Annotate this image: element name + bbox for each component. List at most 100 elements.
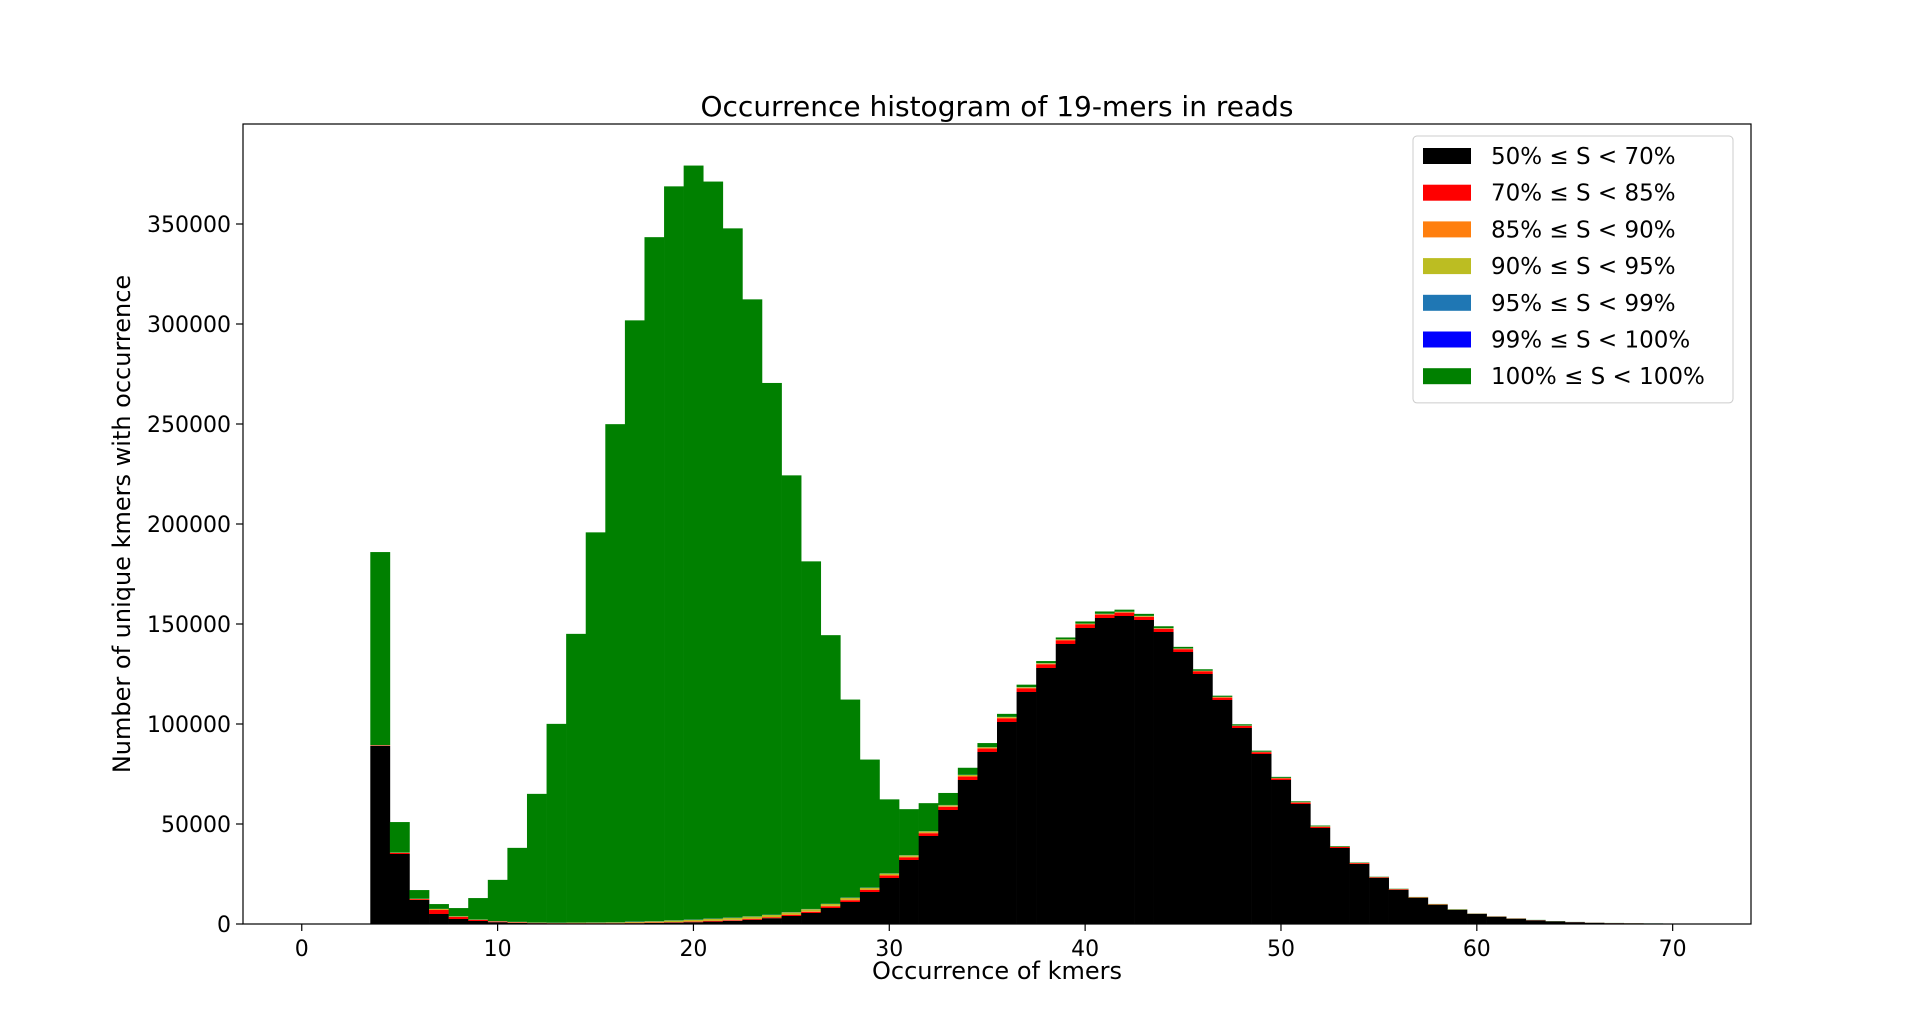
bar-segment-s1-x40 <box>1075 624 1095 628</box>
bar-segment-s1-x49 <box>1252 752 1272 754</box>
bar-segment-s1-x23 <box>742 919 762 920</box>
bar-segment-s0-x43 <box>1134 620 1154 924</box>
bar-segment-s1-x20 <box>684 922 704 923</box>
bar-segment-s6-x8 <box>449 908 469 916</box>
bar-segment-s0-x7 <box>429 914 449 924</box>
bar-segment-s3-x27 <box>821 904 841 906</box>
bar-segment-s0-x33 <box>938 810 958 924</box>
bar-segment-s1-x56 <box>1389 889 1409 890</box>
bar-segment-s1-x24 <box>762 917 782 918</box>
bar-segment-s3-x20 <box>684 920 704 922</box>
bar-segment-s1-x54 <box>1350 863 1370 864</box>
bar-segment-s0-x36 <box>997 722 1017 924</box>
bar-segment-s1-x36 <box>997 718 1017 722</box>
bar-segment-s0-x47 <box>1212 700 1232 924</box>
bar-segment-s0-x45 <box>1173 652 1193 924</box>
legend-label: 99% ≤ S < 100% <box>1491 328 1690 354</box>
legend-swatch <box>1423 368 1471 384</box>
bar-segment-s3-x17 <box>625 922 645 923</box>
bar-segment-s1-x21 <box>703 921 723 922</box>
bar-segment-s0-x34 <box>958 780 978 924</box>
bar-segment-s0-x54 <box>1350 864 1370 924</box>
bar-segment-s1-x8 <box>449 917 469 919</box>
bar-segment-s3-x38 <box>1036 663 1056 664</box>
legend-swatch <box>1423 185 1471 201</box>
bar-segment-s3-x32 <box>919 831 939 832</box>
bar-segment-s3-x23 <box>742 917 762 919</box>
bar-segment-s0-x25 <box>782 916 802 924</box>
y-tick-label: 0 <box>217 913 231 938</box>
x-tick-label: 20 <box>679 937 707 962</box>
bar-segment-s2-x26 <box>801 911 821 912</box>
y-axis-label: Number of unique kmers with occurrence <box>108 275 136 773</box>
bar-segment-s0-x6 <box>409 900 429 924</box>
bar-segment-s6-x46 <box>1193 669 1213 670</box>
bar-segment-s0-x5 <box>390 854 410 924</box>
x-tick-label: 10 <box>484 937 512 962</box>
bar-segment-s6-x19 <box>664 186 684 920</box>
bar-segment-s6-x20 <box>684 166 704 920</box>
bar-segment-s6-x34 <box>958 768 978 775</box>
bar-segment-s1-x46 <box>1193 671 1213 674</box>
bar-segment-s6-x36 <box>997 714 1017 717</box>
bar-segment-s6-x17 <box>625 320 645 921</box>
bar-segment-s0-x62 <box>1506 919 1526 924</box>
bar-segment-s6-x47 <box>1212 696 1232 697</box>
bar-segment-s2-x31 <box>899 857 919 858</box>
bar-segment-s6-x31 <box>899 809 919 855</box>
bar-segment-s0-x58 <box>1428 905 1448 924</box>
bar-segment-s1-x44 <box>1154 629 1174 632</box>
x-tick-label: 70 <box>1659 937 1687 962</box>
bar-segment-s6-x48 <box>1232 724 1252 725</box>
bar-segment-s2-x32 <box>919 833 939 834</box>
bar-segment-s6-x38 <box>1036 661 1056 663</box>
bar-segment-s1-x30 <box>879 876 899 878</box>
bar-segment-s1-x48 <box>1232 726 1252 728</box>
bar-segment-s6-x39 <box>1056 637 1076 639</box>
bar-segment-s0-x51 <box>1291 804 1311 924</box>
bar-segment-s6-x18 <box>644 237 664 921</box>
bar-segment-s3-x25 <box>782 912 802 914</box>
bar-segment-s1-x9 <box>468 920 488 921</box>
bar-segment-s2-x25 <box>782 914 802 915</box>
bar-segment-s0-x44 <box>1154 632 1174 924</box>
bar-segment-s0-x27 <box>821 908 841 924</box>
legend: 50% ≤ S < 70%70% ≤ S < 85%85% ≤ S < 90%9… <box>1413 136 1733 403</box>
bar-segment-s2-x33 <box>938 806 958 807</box>
bar-segment-s6-x23 <box>742 299 762 916</box>
bar-segment-s0-x52 <box>1310 828 1330 924</box>
bar-segment-s0-x50 <box>1271 780 1291 924</box>
bar-segment-s0-x55 <box>1369 878 1389 924</box>
bar-segment-s0-x53 <box>1330 848 1350 924</box>
bar-segment-s1-x26 <box>801 912 821 913</box>
bar-segment-s2-x30 <box>879 875 899 876</box>
bar-segment-s1-x32 <box>919 833 939 836</box>
bar-segment-s3-x21 <box>703 919 723 921</box>
bar-segment-s6-x4 <box>370 552 390 745</box>
bar-segment-s0-x31 <box>899 860 919 924</box>
bar-segment-s3-x26 <box>801 909 821 911</box>
bar-segment-s0-x23 <box>742 920 762 924</box>
bar-segment-s6-x26 <box>801 561 821 909</box>
bar-segment-s0-x8 <box>449 919 469 924</box>
bar-segment-s3-x39 <box>1056 639 1076 640</box>
bar-segment-s6-x28 <box>840 700 860 898</box>
legend-label: 85% ≤ S < 90% <box>1491 217 1676 243</box>
bar-segment-s1-x38 <box>1036 664 1056 668</box>
bar-segment-s1-x33 <box>938 807 958 810</box>
bar-segment-s1-x35 <box>977 749 997 752</box>
bar-segment-s6-x32 <box>919 803 939 831</box>
bar-segment-s3-x18 <box>644 921 664 922</box>
bar-segment-s1-x55 <box>1369 877 1389 878</box>
bar-segment-s1-x47 <box>1212 698 1232 700</box>
bar-segment-s1-x31 <box>899 857 919 860</box>
y-tick-label: 300000 <box>147 313 231 338</box>
bar-segment-s0-x30 <box>879 878 899 924</box>
bar-segment-s3-x16 <box>605 922 625 923</box>
bar-segment-s3-x30 <box>879 874 899 875</box>
bar-segment-s1-x28 <box>840 900 860 902</box>
bar-segment-s0-x26 <box>801 913 821 924</box>
y-tick-label: 200000 <box>147 513 231 538</box>
